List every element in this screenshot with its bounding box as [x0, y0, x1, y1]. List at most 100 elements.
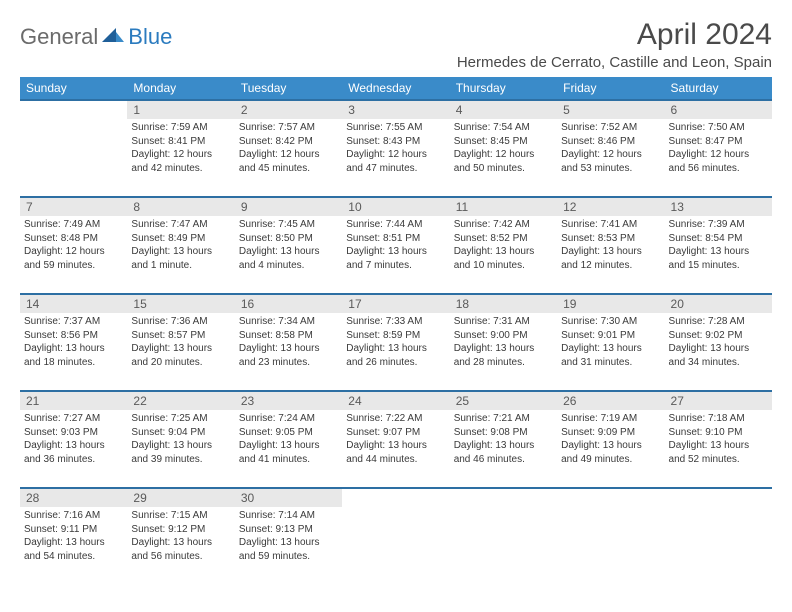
- day-number: 26: [557, 391, 664, 410]
- day-cell: [20, 119, 127, 197]
- day-day2: and 4 minutes.: [239, 259, 338, 273]
- day-day1: Daylight: 13 hours: [561, 439, 660, 453]
- day-number: 21: [20, 391, 127, 410]
- day-sunrise: Sunrise: 7:42 AM: [454, 218, 553, 232]
- day-number: 3: [342, 100, 449, 119]
- day-sunrise: Sunrise: 7:36 AM: [131, 315, 230, 329]
- day-sunset: Sunset: 8:58 PM: [239, 329, 338, 343]
- day-content-row: Sunrise: 7:59 AMSunset: 8:41 PMDaylight:…: [20, 119, 772, 197]
- day-day1: Daylight: 13 hours: [239, 245, 338, 259]
- day-day1: Daylight: 13 hours: [669, 245, 768, 259]
- day-day1: Daylight: 13 hours: [346, 245, 445, 259]
- day-day1: Daylight: 12 hours: [561, 148, 660, 162]
- day-number: 7: [20, 197, 127, 216]
- day-sunrise: Sunrise: 7:39 AM: [669, 218, 768, 232]
- day-day2: and 52 minutes.: [669, 453, 768, 467]
- day-sunrise: Sunrise: 7:55 AM: [346, 121, 445, 135]
- day-sunrise: Sunrise: 7:50 AM: [669, 121, 768, 135]
- day-sunrise: Sunrise: 7:31 AM: [454, 315, 553, 329]
- day-sunset: Sunset: 8:56 PM: [24, 329, 123, 343]
- day-day1: Daylight: 13 hours: [561, 245, 660, 259]
- day-number: 29: [127, 488, 234, 507]
- day-number: [20, 100, 127, 119]
- day-day2: and 23 minutes.: [239, 356, 338, 370]
- day-cell: Sunrise: 7:50 AMSunset: 8:47 PMDaylight:…: [665, 119, 772, 197]
- day-day1: Daylight: 13 hours: [24, 342, 123, 356]
- day-cell: Sunrise: 7:57 AMSunset: 8:42 PMDaylight:…: [235, 119, 342, 197]
- day-day1: Daylight: 13 hours: [131, 536, 230, 550]
- day-cell: Sunrise: 7:47 AMSunset: 8:49 PMDaylight:…: [127, 216, 234, 294]
- month-title: April 2024: [457, 18, 772, 52]
- day-day2: and 18 minutes.: [24, 356, 123, 370]
- day-day2: and 36 minutes.: [24, 453, 123, 467]
- day-sunrise: Sunrise: 7:52 AM: [561, 121, 660, 135]
- day-cell: Sunrise: 7:54 AMSunset: 8:45 PMDaylight:…: [450, 119, 557, 197]
- day-day1: Daylight: 13 hours: [454, 245, 553, 259]
- day-sunset: Sunset: 8:41 PM: [131, 135, 230, 149]
- day-day2: and 12 minutes.: [561, 259, 660, 273]
- day-day1: Daylight: 13 hours: [239, 536, 338, 550]
- day-number: 16: [235, 294, 342, 313]
- day-sunrise: Sunrise: 7:57 AM: [239, 121, 338, 135]
- day-sunrise: Sunrise: 7:30 AM: [561, 315, 660, 329]
- day-number: 1: [127, 100, 234, 119]
- day-sunset: Sunset: 8:43 PM: [346, 135, 445, 149]
- day-cell: Sunrise: 7:42 AMSunset: 8:52 PMDaylight:…: [450, 216, 557, 294]
- day-cell: Sunrise: 7:30 AMSunset: 9:01 PMDaylight:…: [557, 313, 664, 391]
- day-day1: Daylight: 12 hours: [239, 148, 338, 162]
- daynum-row: 21222324252627: [20, 391, 772, 410]
- day-cell: Sunrise: 7:41 AMSunset: 8:53 PMDaylight:…: [557, 216, 664, 294]
- logo: General Blue: [20, 18, 172, 50]
- day-day2: and 7 minutes.: [346, 259, 445, 273]
- day-sunset: Sunset: 9:10 PM: [669, 426, 768, 440]
- day-cell: Sunrise: 7:28 AMSunset: 9:02 PMDaylight:…: [665, 313, 772, 391]
- day-cell: Sunrise: 7:55 AMSunset: 8:43 PMDaylight:…: [342, 119, 449, 197]
- daynum-row: 282930: [20, 488, 772, 507]
- day-number: 20: [665, 294, 772, 313]
- day-number: 25: [450, 391, 557, 410]
- day-number: 27: [665, 391, 772, 410]
- weekday-header: Wednesday: [342, 77, 449, 100]
- day-sunset: Sunset: 8:57 PM: [131, 329, 230, 343]
- day-day1: Daylight: 13 hours: [669, 342, 768, 356]
- day-day2: and 54 minutes.: [24, 550, 123, 564]
- day-day2: and 34 minutes.: [669, 356, 768, 370]
- day-cell: Sunrise: 7:15 AMSunset: 9:12 PMDaylight:…: [127, 507, 234, 585]
- day-sunset: Sunset: 8:59 PM: [346, 329, 445, 343]
- day-day2: and 50 minutes.: [454, 162, 553, 176]
- day-content-row: Sunrise: 7:49 AMSunset: 8:48 PMDaylight:…: [20, 216, 772, 294]
- day-day1: Daylight: 13 hours: [561, 342, 660, 356]
- day-sunset: Sunset: 9:00 PM: [454, 329, 553, 343]
- day-day2: and 45 minutes.: [239, 162, 338, 176]
- day-number: 12: [557, 197, 664, 216]
- header: General Blue April 2024 Hermedes de Cerr…: [20, 18, 772, 71]
- day-number: 11: [450, 197, 557, 216]
- weekday-header: Thursday: [450, 77, 557, 100]
- day-cell: Sunrise: 7:33 AMSunset: 8:59 PMDaylight:…: [342, 313, 449, 391]
- day-cell: Sunrise: 7:52 AMSunset: 8:46 PMDaylight:…: [557, 119, 664, 197]
- day-sunrise: Sunrise: 7:44 AM: [346, 218, 445, 232]
- day-sunrise: Sunrise: 7:22 AM: [346, 412, 445, 426]
- day-content-row: Sunrise: 7:37 AMSunset: 8:56 PMDaylight:…: [20, 313, 772, 391]
- day-sunset: Sunset: 8:50 PM: [239, 232, 338, 246]
- day-day1: Daylight: 13 hours: [131, 342, 230, 356]
- day-sunrise: Sunrise: 7:45 AM: [239, 218, 338, 232]
- daynum-row: 123456: [20, 100, 772, 119]
- day-sunset: Sunset: 9:12 PM: [131, 523, 230, 537]
- day-number: 19: [557, 294, 664, 313]
- weekday-header: Friday: [557, 77, 664, 100]
- day-cell: Sunrise: 7:25 AMSunset: 9:04 PMDaylight:…: [127, 410, 234, 488]
- weekday-header: Sunday: [20, 77, 127, 100]
- day-cell: [665, 507, 772, 585]
- day-number: 4: [450, 100, 557, 119]
- day-day1: Daylight: 13 hours: [239, 439, 338, 453]
- logo-text-blue: Blue: [128, 24, 172, 50]
- day-sunrise: Sunrise: 7:14 AM: [239, 509, 338, 523]
- day-number: [557, 488, 664, 507]
- day-day1: Daylight: 13 hours: [454, 342, 553, 356]
- day-day1: Daylight: 12 hours: [669, 148, 768, 162]
- day-number: 28: [20, 488, 127, 507]
- day-content-row: Sunrise: 7:16 AMSunset: 9:11 PMDaylight:…: [20, 507, 772, 585]
- day-sunset: Sunset: 8:47 PM: [669, 135, 768, 149]
- day-day1: Daylight: 13 hours: [24, 536, 123, 550]
